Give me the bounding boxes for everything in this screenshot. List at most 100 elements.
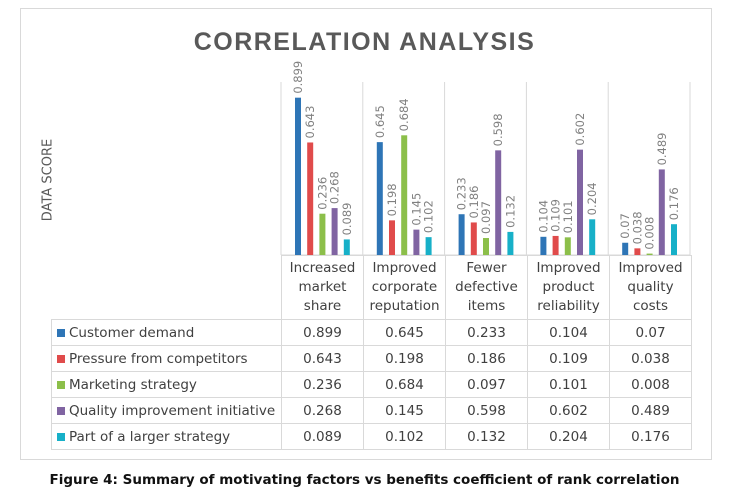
bar xyxy=(495,150,502,255)
table-cell: 0.233 xyxy=(445,319,528,346)
data-label: 0.602 xyxy=(573,113,587,146)
table-corner xyxy=(52,256,282,320)
category-label-line: corporate xyxy=(371,279,438,295)
table-cell: 0.097 xyxy=(445,371,528,398)
data-label: 0.204 xyxy=(585,182,599,215)
category-label-line: Improved xyxy=(372,260,437,276)
bar xyxy=(577,149,583,255)
data-label: 0.008 xyxy=(643,217,657,250)
category-label-line: reliability xyxy=(537,298,600,314)
table-cell: 0.204 xyxy=(527,423,610,450)
data-label: 0.101 xyxy=(561,200,575,233)
legend-entry: Marketing strategy xyxy=(51,371,282,398)
category-label-line: defective xyxy=(455,279,518,295)
bar xyxy=(483,238,489,255)
data-label: 0.598 xyxy=(491,113,505,146)
table-cell: 0.602 xyxy=(527,397,610,424)
data-label: 0.102 xyxy=(422,200,436,233)
table-cell: 0.104 xyxy=(527,319,610,346)
data-label: 0.233 xyxy=(455,177,469,210)
legend-swatch-icon xyxy=(57,354,65,363)
data-label: 0.07 xyxy=(618,213,632,239)
legend-swatch-icon xyxy=(57,328,65,337)
category-label-line: Fewer xyxy=(466,260,507,276)
bar xyxy=(319,213,326,255)
legend-label: Part of a larger strategy xyxy=(69,428,231,445)
bar xyxy=(389,220,395,255)
data-label: 0.186 xyxy=(467,186,481,219)
category-label-line: Increased xyxy=(289,260,356,276)
category-label-line: product xyxy=(542,279,595,295)
table-header-row: Increased market share Improved corporate rep… xyxy=(52,255,692,320)
table-cell: 0.07 xyxy=(609,319,692,346)
bar xyxy=(671,224,677,255)
legend-swatch-icon xyxy=(57,380,65,389)
data-label: 0.176 xyxy=(667,187,681,220)
figure-caption: Figure 4: Summary of motivating factors … xyxy=(49,472,680,488)
bar xyxy=(507,231,514,255)
table-cell: 0.089 xyxy=(281,423,364,450)
category-label-line: items xyxy=(467,298,506,314)
category-label: Fewer defective items xyxy=(445,255,528,320)
category-label: Increased market share xyxy=(281,255,364,320)
bar xyxy=(295,97,301,255)
category-label-line: quality xyxy=(627,279,674,295)
table-cell: 0.186 xyxy=(445,345,528,372)
data-label: 0.643 xyxy=(303,106,317,139)
bar xyxy=(458,214,465,255)
category-label-line: Improved xyxy=(536,260,601,276)
bar xyxy=(413,229,420,255)
data-label: 0.645 xyxy=(373,105,387,138)
table-cell: 0.645 xyxy=(363,319,446,346)
legend-entry: Part of a larger strategy xyxy=(51,423,282,450)
table-cell: 0.008 xyxy=(609,371,692,398)
bar xyxy=(634,248,641,255)
data-label: 0.089 xyxy=(340,202,354,235)
legend-entry: Customer demand xyxy=(51,319,282,346)
table-cell: 0.132 xyxy=(445,423,528,450)
table-cell: 0.109 xyxy=(527,345,610,372)
table-cell: 0.236 xyxy=(281,371,364,398)
bar xyxy=(540,236,547,255)
data-label: 0.109 xyxy=(549,199,563,232)
table-row: Customer demand 0.899 0.645 0.233 0.104 0.07 xyxy=(51,319,692,346)
bar xyxy=(307,142,314,255)
table-cell: 0.145 xyxy=(363,397,446,424)
table-row: Quality improvement initiative 0.268 0.145… xyxy=(51,397,692,424)
bar xyxy=(425,237,432,255)
table-cell: 0.643 xyxy=(281,345,364,372)
table-row: Part of a larger strategy 0.089 0.102 0.132… xyxy=(51,423,692,450)
legend-entry: Pressure from competitors xyxy=(51,345,282,372)
table-cell: 0.598 xyxy=(445,397,528,424)
legend-swatch-icon xyxy=(57,406,65,415)
table-row: Pressure from competitors 0.643 0.198 0.186… xyxy=(51,345,692,372)
table-cell: 0.899 xyxy=(281,319,364,346)
legend-label: Quality improvement initiative xyxy=(69,402,276,419)
data-label: 0.268 xyxy=(328,171,342,204)
table-cell: 0.198 xyxy=(363,345,446,372)
bar xyxy=(552,235,559,255)
bar xyxy=(646,253,653,255)
data-label: 0.684 xyxy=(397,98,411,131)
legend-label: Customer demand xyxy=(69,324,195,341)
bar xyxy=(401,135,408,255)
table-cell: 0.489 xyxy=(609,397,692,424)
legend-label: Marketing strategy xyxy=(69,376,197,393)
legend-entry: Quality improvement initiative xyxy=(51,397,282,424)
data-label: 0.489 xyxy=(655,132,669,165)
table-cell: 0.038 xyxy=(609,345,692,372)
legend-swatch-icon xyxy=(57,432,65,441)
bar xyxy=(376,142,383,255)
category-label: Improved quality costs xyxy=(609,255,692,320)
data-label: 0.132 xyxy=(503,195,517,228)
data-table: Increased market share Improved corporate rep… xyxy=(51,255,692,450)
category-label-line: share xyxy=(303,298,342,314)
data-label: 0.198 xyxy=(385,183,399,216)
table-row: Marketing strategy 0.236 0.684 0.097 0.101 0.… xyxy=(51,371,692,398)
bar xyxy=(343,239,350,255)
bar xyxy=(470,222,477,255)
category-label-line: Improved xyxy=(618,260,683,276)
bar xyxy=(331,208,338,255)
chart-title: CORRELATION ANALYSIS xyxy=(193,28,536,56)
bar xyxy=(564,237,571,255)
